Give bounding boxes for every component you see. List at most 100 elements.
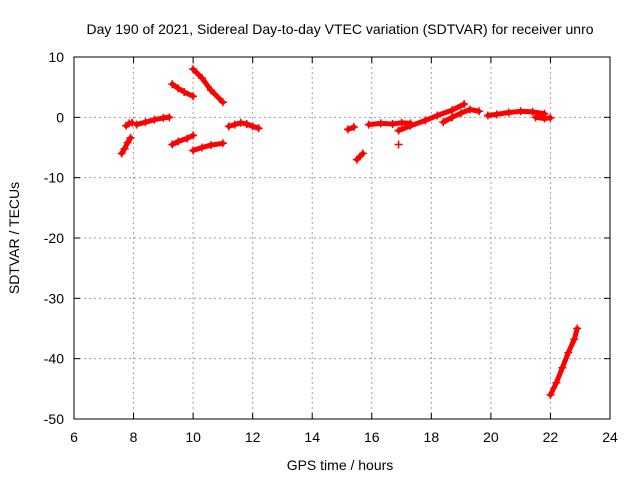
data-point-marker xyxy=(236,118,245,127)
data-point-marker xyxy=(474,107,483,116)
data-point-marker xyxy=(573,324,582,333)
data-point-marker xyxy=(168,140,177,149)
data-point-marker xyxy=(141,118,150,127)
data-point-marker xyxy=(132,120,141,129)
data-point-marker xyxy=(189,131,198,140)
series-arc-13 xyxy=(394,100,469,135)
data-point-marker xyxy=(394,140,403,149)
data-point-marker xyxy=(528,107,537,116)
data-point-marker xyxy=(421,116,430,125)
data-point-marker xyxy=(433,111,442,120)
data-point-marker xyxy=(198,74,207,83)
series-arc-4 xyxy=(168,131,198,149)
y-axis-label: SDTVAR / TECUs xyxy=(6,182,22,294)
y-tick-label: -20 xyxy=(44,230,64,246)
series-arc-6 xyxy=(189,139,227,155)
x-tick-label: 6 xyxy=(70,429,78,445)
data-point-marker xyxy=(564,348,573,357)
y-tick-label: -50 xyxy=(44,411,64,427)
data-point-marker xyxy=(189,146,198,155)
data-point-marker xyxy=(189,92,198,101)
data-point-marker xyxy=(466,105,475,114)
series-arc-2 xyxy=(122,118,137,130)
data-point-marker xyxy=(165,113,174,122)
data-point-marker xyxy=(397,118,406,127)
data-point-marker xyxy=(343,125,352,134)
x-tick-label: 14 xyxy=(304,429,320,445)
y-tick-label: 0 xyxy=(56,109,64,125)
data-point-marker xyxy=(349,122,358,131)
x-tick-label: 8 xyxy=(130,429,138,445)
series-arc-14 xyxy=(439,105,483,127)
data-point-marker xyxy=(224,122,233,131)
series-arc-8 xyxy=(224,118,263,133)
data-point-marker xyxy=(206,86,215,95)
series-arc-10 xyxy=(352,149,367,164)
data-point-marker xyxy=(570,335,579,344)
series-arc-15 xyxy=(483,107,549,120)
data-series xyxy=(117,65,582,399)
data-point-marker xyxy=(558,363,567,372)
data-point-marker xyxy=(183,134,192,143)
data-point-marker xyxy=(242,119,251,128)
data-point-marker xyxy=(516,107,525,116)
data-point-marker xyxy=(206,141,215,150)
data-point-marker xyxy=(150,115,159,124)
data-point-marker xyxy=(439,118,448,127)
x-tick-label: 12 xyxy=(245,429,261,445)
data-point-marker xyxy=(117,149,126,158)
y-tick-label: -30 xyxy=(44,290,64,306)
data-point-marker xyxy=(174,84,183,93)
data-point-marker xyxy=(531,113,540,122)
y-tick-label: 10 xyxy=(48,49,64,65)
data-point-marker xyxy=(180,87,189,96)
data-point-marker xyxy=(123,138,132,147)
data-point-marker xyxy=(483,111,492,120)
series-track xyxy=(119,135,134,156)
series-track xyxy=(190,140,226,153)
data-point-marker xyxy=(546,390,555,399)
data-point-marker xyxy=(248,122,257,131)
y-tick-label: -40 xyxy=(44,351,64,367)
series-track xyxy=(190,66,226,105)
data-point-marker xyxy=(189,65,198,74)
data-point-marker xyxy=(168,80,177,89)
data-point-marker xyxy=(448,106,457,115)
x-tick-label: 18 xyxy=(424,429,440,445)
series-arc-9 xyxy=(343,122,358,134)
data-point-marker xyxy=(364,120,373,129)
series-arc-1 xyxy=(117,133,135,158)
data-point-marker xyxy=(546,113,555,122)
x-tick-label: 22 xyxy=(543,429,559,445)
data-point-marker xyxy=(492,110,501,119)
data-point-marker xyxy=(198,143,207,152)
series-arc-16 xyxy=(531,113,555,123)
data-point-marker xyxy=(218,98,227,107)
series-arc-7 xyxy=(189,65,227,107)
series-arc-3 xyxy=(132,113,174,129)
data-point-marker xyxy=(126,133,135,142)
data-point-marker xyxy=(352,155,361,164)
data-point-marker xyxy=(376,119,385,128)
y-tick-label: -10 xyxy=(44,170,64,186)
data-point-marker xyxy=(448,113,457,122)
data-point-marker xyxy=(457,109,466,118)
axis-ticks: 6 8 10 12 14 16 18 20 22 24 -50 -40 -30 -20 -10 0 10 xyxy=(44,49,618,445)
data-point-marker xyxy=(460,100,469,109)
data-point-marker xyxy=(394,126,403,135)
data-point-marker xyxy=(504,108,513,117)
x-tick-label: 16 xyxy=(364,429,380,445)
data-point-marker xyxy=(406,121,415,130)
data-point-marker xyxy=(174,137,183,146)
series-track xyxy=(169,132,196,147)
series-track xyxy=(169,81,196,99)
data-point-marker xyxy=(218,139,227,148)
x-axis-label: GPS time / hours xyxy=(287,457,394,473)
series-arc-17 xyxy=(546,324,582,399)
series-track xyxy=(396,101,467,134)
x-tick-label: 24 xyxy=(602,429,618,445)
chart-title: Day 190 of 2021, Sidereal Day-to-day VTE… xyxy=(86,21,593,37)
data-point-marker xyxy=(254,124,263,133)
